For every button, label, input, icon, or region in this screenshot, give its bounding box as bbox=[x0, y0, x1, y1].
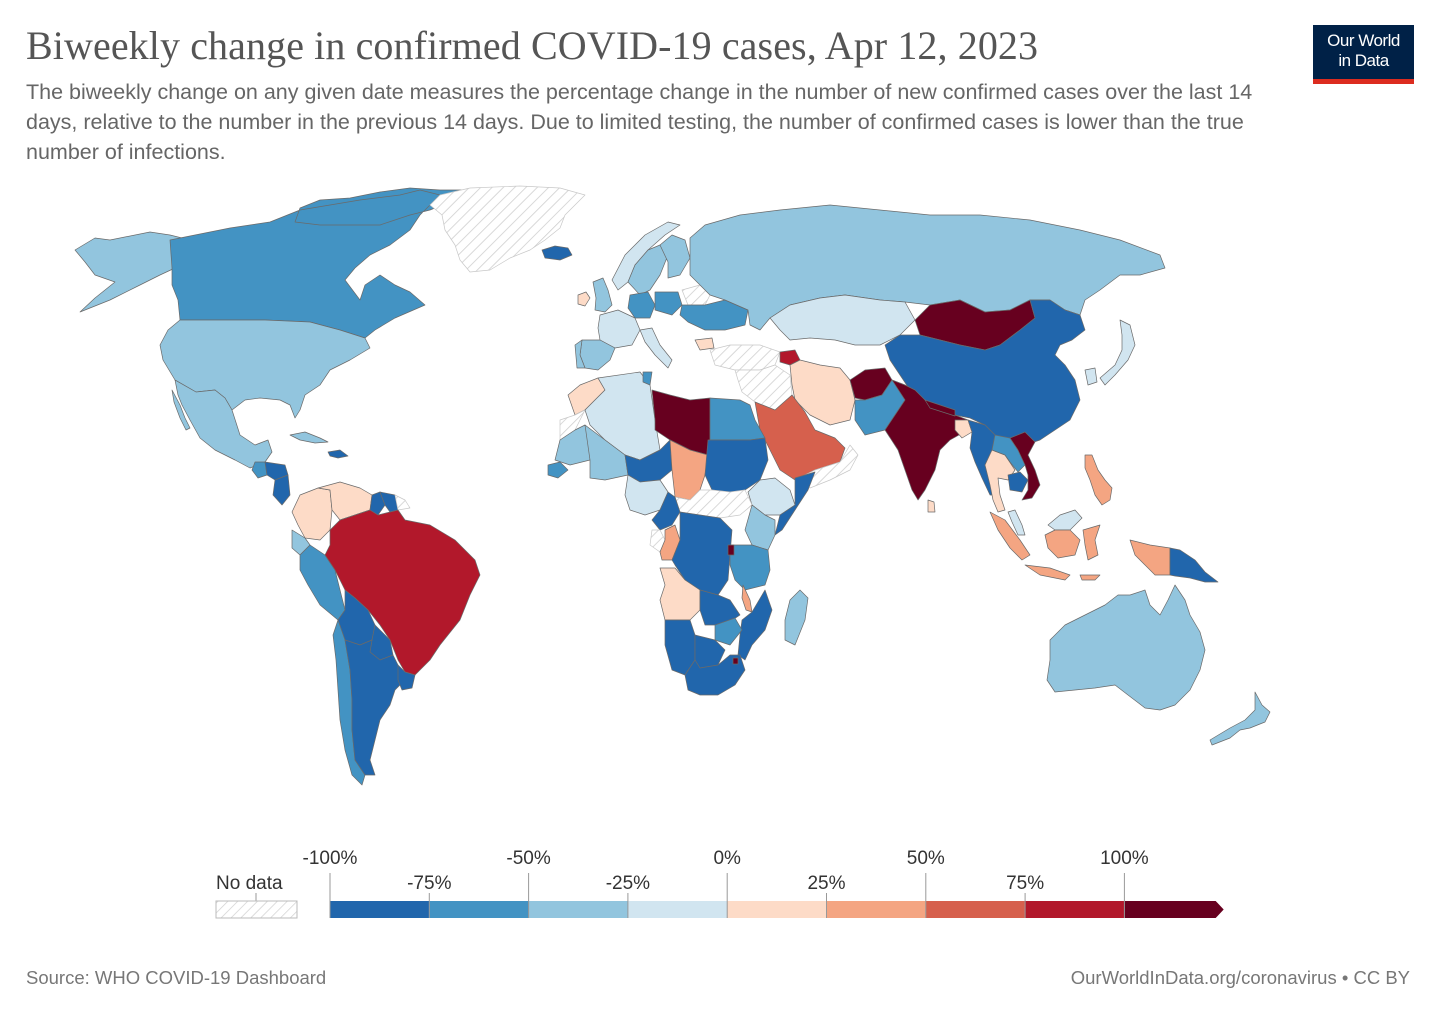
country-mali[interactable]: Mali: -50% to -25% bbox=[584, 424, 629, 481]
color-legend: No data -100% -50% 0% 50% 100% -75% -25% 25% 75% bbox=[0, 830, 1440, 930]
country-dominican-republic-haiti[interactable]: Dominican Republic / Haiti: -100% to -75… bbox=[327, 449, 349, 459]
country-argentina[interactable]: Argentina: -100% to -75% bbox=[344, 639, 406, 776]
country-ukraine[interactable]: Ukraine: -75% to -50% bbox=[679, 299, 749, 331]
legend-bin-swatch[interactable] bbox=[429, 901, 529, 918]
country-belarus[interactable]: Belarus: No data bbox=[681, 284, 711, 306]
country-italy[interactable]: Italy: -25% to 0% bbox=[639, 327, 673, 369]
country-malawi[interactable]: Malawi: 25% to 50% bbox=[741, 584, 753, 613]
country-cuba[interactable]: Cuba: -50% to -25% bbox=[289, 431, 329, 444]
legend-bin-swatch[interactable] bbox=[627, 901, 728, 918]
legend-bin-swatch[interactable] bbox=[528, 901, 628, 918]
country-new-zealand[interactable]: New Zealand: -50% to -25% bbox=[1209, 691, 1271, 746]
country-senegal[interactable]: Senegal: -75% to -50% bbox=[547, 461, 569, 479]
legend-bin-swatch[interactable] bbox=[826, 901, 926, 918]
legend-bin-swatch[interactable] bbox=[727, 901, 827, 918]
country-uruguay[interactable]: Uruguay: -100% to -75% bbox=[397, 664, 416, 691]
legend-no-data-label: No data bbox=[216, 873, 283, 894]
legend-tick-label: 0% bbox=[713, 848, 741, 869]
country-nicaragua[interactable]: Nicaragua: -100% to -75% bbox=[272, 474, 291, 506]
country-france[interactable]: France: -25% to 0% bbox=[597, 309, 641, 349]
country-madagascar[interactable]: Madagascar: -50% to -25% bbox=[784, 589, 809, 646]
country-australia[interactable]: Australia: -50% to -25% bbox=[1046, 584, 1206, 711]
country-south-africa[interactable]: South Africa: -100% to -75% bbox=[684, 654, 746, 696]
country-guatemala[interactable]: Guatemala: -75% to -50% bbox=[251, 461, 268, 479]
country-bulgaria[interactable]: Bulgaria: 0% to 25% bbox=[694, 337, 715, 351]
country-cameroon[interactable]: Cameroon: -100% to -75% bbox=[651, 491, 681, 531]
legend-tick-label: 75% bbox=[1006, 873, 1044, 894]
country-sri-lanka[interactable]: Sri Lanka: 0% to 25% bbox=[927, 499, 936, 513]
country-bangladesh[interactable]: Bangladesh: 0% to 25% bbox=[954, 419, 973, 439]
country-western-sahara[interactable]: Western Sahara: No data bbox=[559, 409, 586, 441]
country-iran[interactable]: Iran: 0% to 25% bbox=[789, 359, 856, 426]
legend-tick-label: -100% bbox=[303, 848, 358, 869]
country-finland[interactable]: Finland: -50% to -25% bbox=[659, 234, 691, 279]
legend-tick-label: -50% bbox=[506, 848, 550, 869]
country-south-korea[interactable]: South Korea: -25% to 0% bbox=[1084, 367, 1098, 386]
legend-bin-swatch[interactable] bbox=[1025, 901, 1125, 918]
legend-tick-label: 100% bbox=[1100, 848, 1149, 869]
logo-accent-bar bbox=[1313, 79, 1414, 84]
country-angola[interactable]: Angola: 0% to 25% bbox=[659, 567, 701, 621]
legend-bin-swatch[interactable] bbox=[1124, 901, 1224, 918]
logo-line-1: Our World bbox=[1327, 31, 1400, 50]
legend-tick-label: 50% bbox=[907, 848, 945, 869]
chart-subtitle: The biweekly change on any given date me… bbox=[26, 80, 1253, 164]
country-germany[interactable]: Germany: -75% to -50% bbox=[627, 291, 656, 319]
country-tunisia[interactable]: Tunisia: -75% to -50% bbox=[642, 371, 653, 386]
country-eswatini[interactable]: Eswatini: 100%+ bbox=[732, 657, 739, 665]
country-poland[interactable]: Poland: -75% to -50% bbox=[654, 291, 683, 316]
legend-tick-label: -75% bbox=[407, 873, 451, 894]
country-burundi[interactable]: Burundi: 100%+ bbox=[727, 544, 735, 556]
country-iceland[interactable]: Iceland: -100% to -75% bbox=[541, 245, 573, 261]
chart-title: Biweekly change in confirmed COVID-19 ca… bbox=[26, 23, 1039, 68]
country-french-guiana[interactable]: French Guiana: No data bbox=[394, 494, 411, 511]
legend-bin-swatch[interactable] bbox=[330, 901, 430, 918]
country-saudi-arabia[interactable]: Saudi Arabia: 50% to 75% bbox=[754, 394, 846, 481]
country-indonesia[interactable]: Indonesia: 25% to 50% bbox=[989, 511, 1171, 581]
country-thailand[interactable]: Thailand: 0% to 25% bbox=[984, 449, 1016, 513]
country-norway[interactable]: Norway: -25% to 0% bbox=[611, 221, 681, 291]
country-papua-new-guinea[interactable]: Papua New Guinea: -100% to -75% bbox=[1169, 547, 1219, 583]
country-turkey[interactable]: Turkey: No data bbox=[709, 344, 781, 371]
country-mexico[interactable]: Mexico: -50% to -25% bbox=[171, 379, 273, 469]
country-ireland[interactable]: Ireland: 0% to 25% bbox=[577, 291, 591, 307]
country-tanzania[interactable]: Tanzania: -75% to -50% bbox=[729, 544, 771, 591]
country-colombia[interactable]: Colombia: 0% to 25% bbox=[291, 487, 333, 541]
country-vietnam[interactable]: Vietnam: 100%+ bbox=[1009, 431, 1041, 501]
owid-logo[interactable]: Our World in Data bbox=[1313, 25, 1414, 84]
country-congo[interactable]: Congo: 25% to 50% bbox=[659, 524, 681, 561]
country-cambodia[interactable]: Cambodia: -100% to -75% bbox=[1007, 471, 1029, 493]
country-sudan[interactable]: Sudan: -100% to -75% bbox=[704, 437, 769, 493]
country-greenland[interactable]: Greenland: No data bbox=[429, 185, 586, 273]
source-note[interactable]: Source: WHO COVID-19 Dashboard bbox=[26, 967, 327, 988]
world-map[interactable]: Alaska (US): -50% to -25%Canada: -75% to… bbox=[0, 170, 1440, 820]
legend-bin-swatch[interactable] bbox=[925, 901, 1026, 918]
country-kenya[interactable]: Kenya: -50% to -25% bbox=[744, 504, 776, 551]
logo-line-2: in Data bbox=[1338, 51, 1389, 70]
country-canada[interactable]: Canada: -75% to -50% bbox=[169, 187, 466, 339]
legend-tick-label: 25% bbox=[807, 873, 845, 894]
country-united-kingdom[interactable]: United Kingdom: -50% to -25% bbox=[592, 277, 613, 313]
country-somalia[interactable]: Somalia: -100% to -75% bbox=[774, 471, 816, 536]
legend-tick-label: -25% bbox=[606, 873, 650, 894]
country-nepal[interactable]: Nepal: 100%+ bbox=[924, 399, 956, 417]
country-zimbabwe[interactable]: Zimbabwe: -75% to -50% bbox=[714, 617, 743, 646]
legend-no-data-swatch[interactable] bbox=[215, 900, 298, 919]
country-philippines[interactable]: Philippines: 25% to 50% bbox=[1084, 454, 1113, 506]
country-mozambique[interactable]: Mozambique: -100% to -75% bbox=[737, 589, 773, 661]
credit-link[interactable]: OurWorldInData.org/coronavirus • CC BY bbox=[1070, 967, 1410, 988]
country-japan[interactable]: Japan: -25% to 0% bbox=[1099, 319, 1136, 386]
country-portugal[interactable]: Portugal: -50% to -25% bbox=[574, 339, 586, 369]
country-guyana[interactable]: Guyana: -100% to -75% bbox=[369, 491, 386, 516]
